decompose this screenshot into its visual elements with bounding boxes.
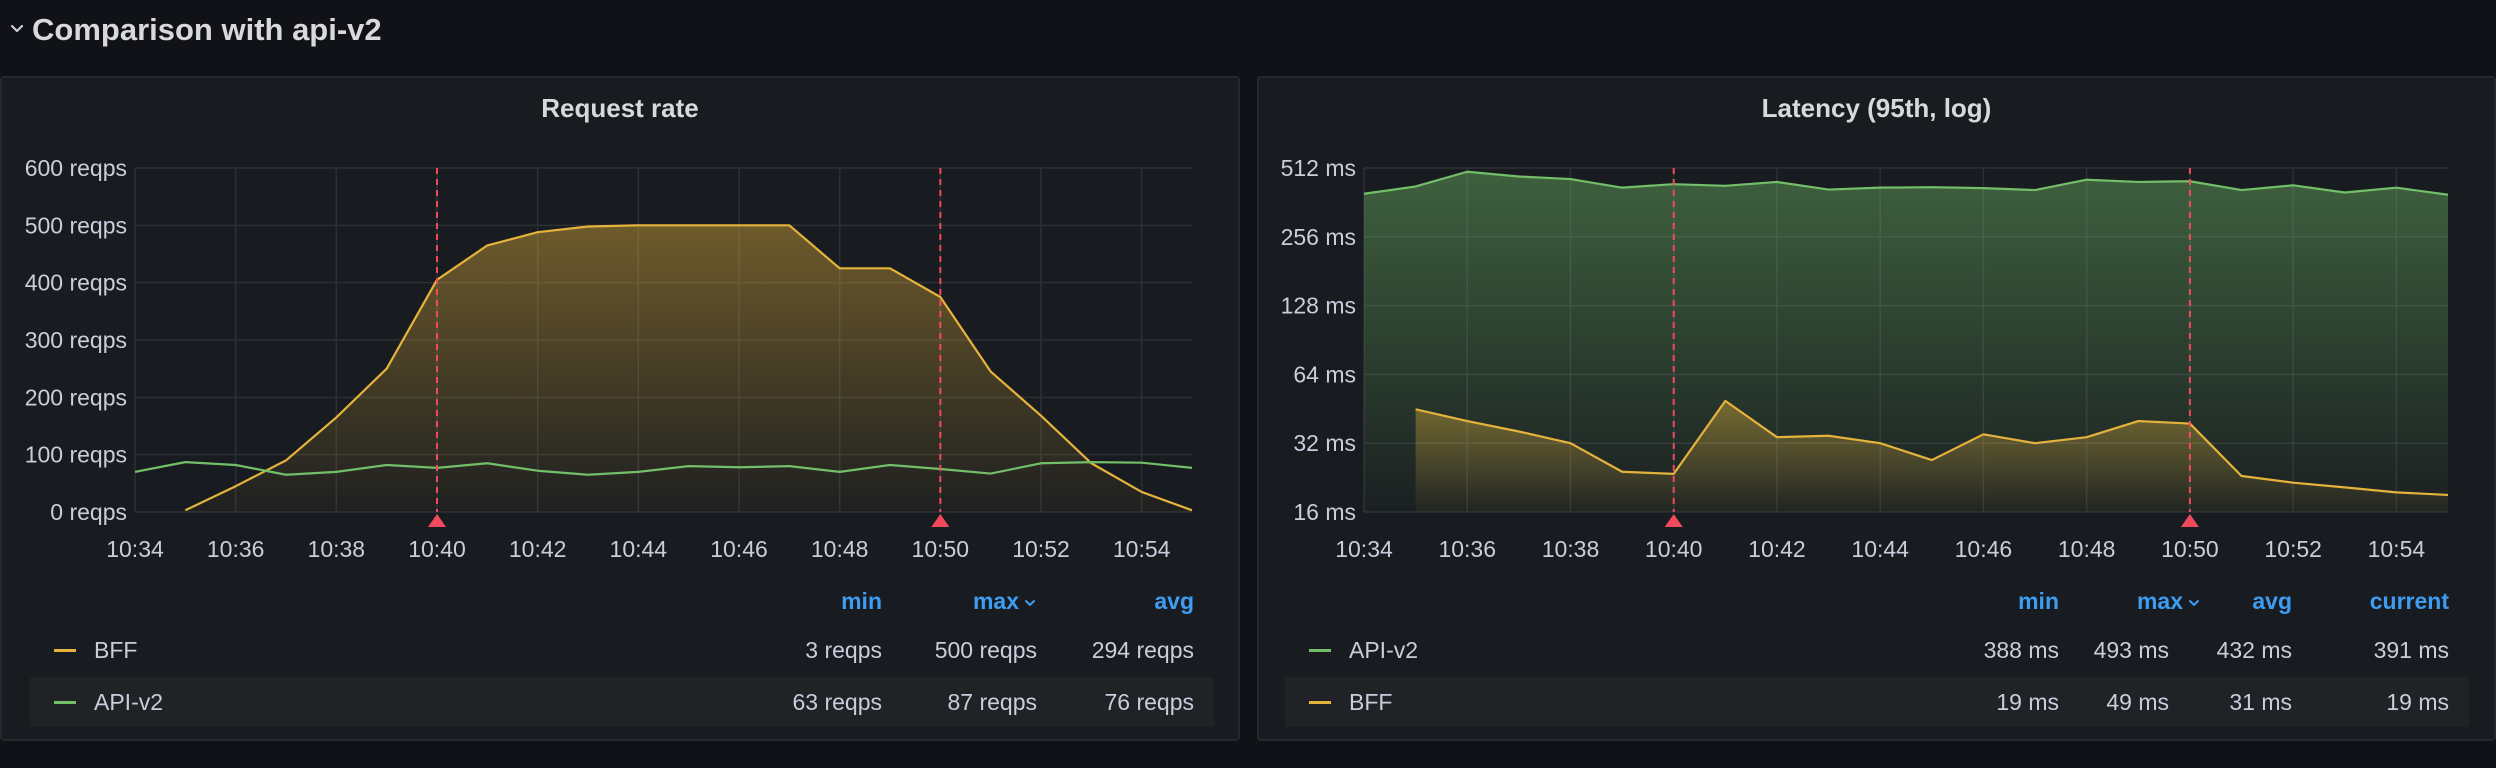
x-tick-label: 10:54 bbox=[2368, 536, 2426, 562]
annotation-marker-icon bbox=[428, 514, 446, 527]
series-area-bff bbox=[1415, 400, 2448, 512]
x-tick-label: 10:50 bbox=[2161, 536, 2219, 562]
y-tick-label: 100 reqps bbox=[25, 442, 127, 468]
x-tick-label: 10:48 bbox=[811, 536, 869, 562]
x-tick-label: 10:42 bbox=[1748, 536, 1806, 562]
y-tick-label: 16 ms bbox=[1293, 499, 1356, 525]
series-line-bff bbox=[184, 224, 1193, 512]
panel-title[interactable]: Request rate bbox=[541, 93, 699, 123]
request-rate-chart[interactable]: 0 reqps 100 reqps 200 reqps 300 reqps 400 re… bbox=[2, 78, 1242, 578]
legend-max-value: 49 ms bbox=[2106, 689, 2169, 715]
latency-chart[interactable]: 16 ms 32 ms 64 ms 128 ms 256 ms 512 ms 10:34 10… bbox=[1259, 78, 2496, 578]
x-tick-label: 10:46 bbox=[710, 536, 768, 562]
x-tick-label: 10:36 bbox=[207, 536, 265, 562]
annotation-marker-icon bbox=[2180, 514, 2199, 527]
y-tick-label: 400 reqps bbox=[25, 270, 127, 296]
x-tick-label: 10:36 bbox=[1438, 536, 1496, 562]
annotation-marker-icon bbox=[931, 514, 950, 527]
legend-max-value: 500 reqps bbox=[934, 637, 1037, 663]
y-tick-label: 200 reqps bbox=[25, 384, 127, 410]
legend-min-value: 63 reqps bbox=[792, 689, 882, 715]
legend-max-value: 87 reqps bbox=[947, 689, 1037, 715]
x-tick-label: 10:34 bbox=[106, 536, 164, 562]
y-tick-label: 64 ms bbox=[1293, 361, 1356, 387]
x-tick-label: 10:44 bbox=[1851, 536, 1909, 562]
legend-row-bff[interactable]: BFF 3 reqps 500 reqps 294 reqps bbox=[30, 625, 1214, 675]
legend-row-api-v2[interactable]: API-v2 388 ms 493 ms 432 ms 391 ms bbox=[1285, 625, 2469, 675]
series-line-bff bbox=[1415, 399, 2449, 497]
legend-header-min[interactable]: min bbox=[2018, 588, 2059, 614]
row-header[interactable]: Comparison with api-v2 bbox=[0, 0, 2496, 60]
series-area-bff bbox=[185, 225, 1193, 513]
series-name[interactable]: BFF bbox=[94, 637, 138, 663]
panel-latency: Latency (95th, log) 16 ms 32 ms 64 ms 128 m… bbox=[1257, 76, 2496, 741]
series-line-api-v2 bbox=[134, 461, 1193, 476]
row-title: Comparison with api-v2 bbox=[32, 12, 382, 47]
legend-avg-value: 76 reqps bbox=[1104, 689, 1194, 715]
y-tick-label: 128 ms bbox=[1281, 293, 1356, 319]
x-tick-label: 10:38 bbox=[308, 536, 366, 562]
series-line-api-v2 bbox=[1363, 170, 2449, 196]
series-color-swatch[interactable] bbox=[1309, 649, 1331, 652]
x-tick-label: 10:46 bbox=[1955, 536, 2013, 562]
x-tick-label: 10:48 bbox=[2058, 536, 2116, 562]
series-color-swatch[interactable] bbox=[54, 649, 76, 652]
y-tick-label: 32 ms bbox=[1293, 430, 1356, 456]
x-tick-label: 10:34 bbox=[1335, 536, 1393, 562]
x-tick-label: 10:52 bbox=[2264, 536, 2322, 562]
legend-avg-value: 432 ms bbox=[2216, 637, 2292, 663]
chevron-down-icon[interactable] bbox=[8, 20, 26, 38]
y-tick-label: 512 ms bbox=[1281, 155, 1356, 181]
y-tick-label: 300 reqps bbox=[25, 327, 127, 353]
legend-avg-value: 294 reqps bbox=[1091, 637, 1194, 663]
y-tick-label: 256 ms bbox=[1281, 224, 1356, 250]
legend-header-avg[interactable]: avg bbox=[1154, 588, 1194, 614]
y-tick-label: 0 reqps bbox=[50, 499, 127, 525]
legend-current-value: 391 ms bbox=[2373, 637, 2449, 663]
legend-header-avg[interactable]: avg bbox=[2252, 588, 2292, 614]
annotation-marker-icon bbox=[1664, 514, 1683, 527]
x-tick-label: 10:52 bbox=[1012, 536, 1070, 562]
x-tick-label: 10:40 bbox=[1645, 536, 1703, 562]
x-tick-label: 10:40 bbox=[408, 536, 466, 562]
x-tick-label: 10:38 bbox=[1542, 536, 1600, 562]
panel-request-rate: Request rate 0 reqps 100 reqps 200 reqps 30… bbox=[0, 76, 1240, 741]
legend-min-value: 388 ms bbox=[1983, 637, 2059, 663]
legend-max-value: 493 ms bbox=[2093, 637, 2169, 663]
legend-header-max-label: max bbox=[972, 588, 1019, 614]
y-tick-label: 600 reqps bbox=[25, 155, 127, 181]
y-tick-label: 500 reqps bbox=[25, 212, 127, 238]
legend-min-value: 3 reqps bbox=[805, 637, 882, 663]
x-tick-label: 10:50 bbox=[912, 536, 970, 562]
chevron-down-icon bbox=[2189, 599, 2199, 607]
series-name[interactable]: BFF bbox=[1349, 689, 1393, 715]
legend-header-min[interactable]: min bbox=[841, 588, 882, 614]
x-tick-label: 10:54 bbox=[1113, 536, 1171, 562]
legend-row-bff[interactable]: BFF 19 ms 49 ms 31 ms 19 ms bbox=[1285, 677, 2469, 727]
legend-header-max-label: max bbox=[2136, 588, 2183, 614]
legend-min-value: 19 ms bbox=[1996, 689, 2059, 715]
series-color-swatch[interactable] bbox=[1309, 701, 1331, 704]
series-name[interactable]: API-v2 bbox=[1349, 637, 1419, 663]
panel-title[interactable]: Latency (95th, log) bbox=[1761, 93, 1992, 123]
x-tick-label: 10:44 bbox=[610, 536, 668, 562]
series-color-swatch[interactable] bbox=[54, 701, 76, 704]
chevron-down-icon bbox=[1025, 599, 1035, 607]
x-tick-label: 10:42 bbox=[509, 536, 567, 562]
legend-header-max[interactable]: max bbox=[2069, 585, 2201, 617]
legend-current-value: 19 ms bbox=[2386, 689, 2449, 715]
legend-row-api-v2[interactable]: API-v2 63 reqps 87 reqps 76 reqps bbox=[30, 677, 1214, 727]
series-name[interactable]: API-v2 bbox=[94, 689, 164, 715]
legend-header-max[interactable]: max bbox=[902, 585, 1037, 617]
legend-header-current[interactable]: current bbox=[2369, 588, 2449, 614]
legend-avg-value: 31 ms bbox=[2229, 689, 2292, 715]
